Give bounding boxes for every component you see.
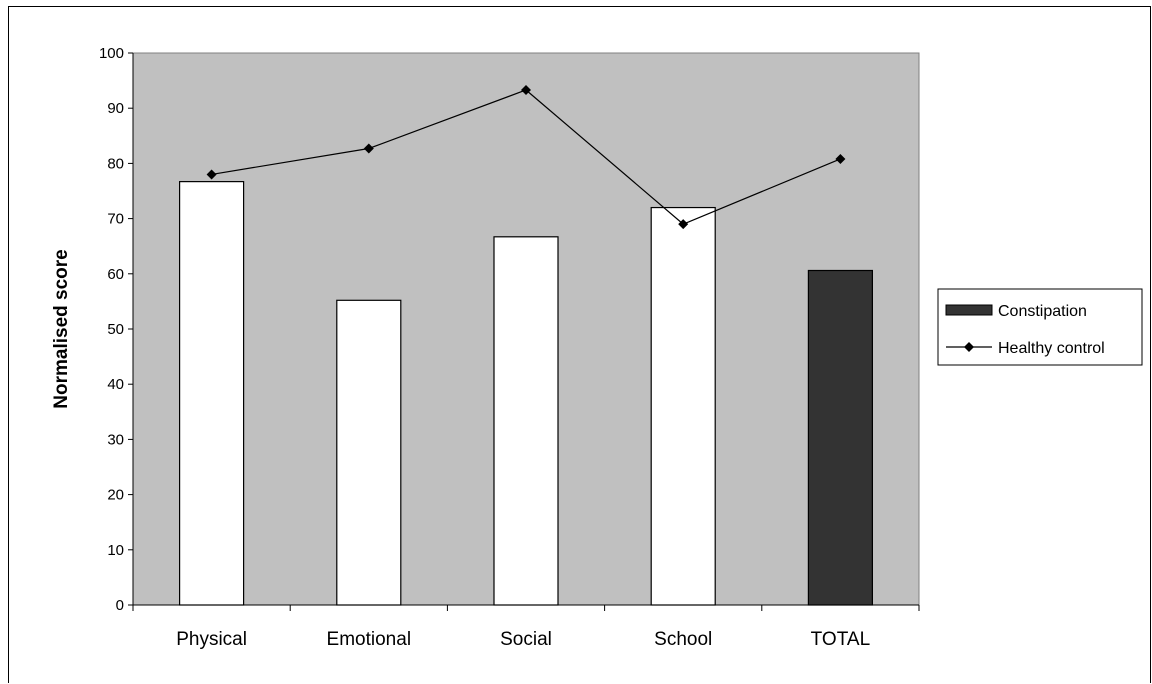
y-tick-label: 10 — [107, 542, 124, 559]
x-tick-label: School — [654, 629, 712, 650]
bar-school — [650, 206, 716, 606]
chart-container: 0 10 20 30 40 50 60 70 80 90 100 Physical Emotional… — [8, 6, 1151, 683]
bar-social — [493, 236, 559, 606]
y-tick-label: 60 — [107, 266, 124, 283]
healthy-control-point-school — [678, 219, 689, 230]
bar-physical — [179, 181, 245, 606]
chart-svg: 0 10 20 30 40 50 60 70 80 90 100 Physical Emotional… — [51, 45, 1143, 650]
line-series — [206, 84, 846, 230]
healthy-control-point-physical — [206, 169, 217, 180]
y-tick-label: 90 — [107, 100, 124, 117]
legend-swatch-constipation — [945, 304, 993, 316]
legend: Constipation Healthy control — [937, 288, 1143, 366]
bar-total — [807, 269, 874, 606]
y-tick-label: 70 — [107, 211, 124, 228]
y-tick-label: 40 — [107, 376, 124, 393]
healthy-control-point-social — [521, 84, 531, 95]
x-axis: Physical Emotional Social School TOTAL — [132, 604, 920, 650]
legend-swatch-healthy-control-marker — [964, 342, 974, 352]
legend-label-healthy-control: Healthy control — [998, 340, 1105, 357]
x-tick-label: Social — [500, 629, 552, 650]
y-tick-label: 30 — [107, 431, 124, 448]
bar-series — [179, 181, 874, 606]
y-tick-label: 100 — [99, 45, 124, 62]
x-tick-label: TOTAL — [811, 629, 870, 650]
healthy-control-point-emotional — [363, 143, 374, 154]
legend-label-constipation: Constipation — [998, 303, 1087, 320]
x-tick-label: Physical — [176, 629, 247, 650]
x-tick-label: Emotional — [327, 629, 412, 650]
y-tick-label: 20 — [107, 487, 124, 504]
y-axis-title: Normalised score — [51, 249, 72, 408]
bar-emotional — [336, 299, 402, 606]
healthy-control-point-total — [835, 153, 846, 164]
y-tick-label: 50 — [107, 321, 124, 338]
y-axis: 0 10 20 30 40 50 60 70 80 90 100 — [99, 45, 134, 614]
y-tick-label: 0 — [116, 597, 124, 614]
legend-box — [937, 288, 1143, 366]
y-tick-label: 80 — [107, 155, 124, 172]
